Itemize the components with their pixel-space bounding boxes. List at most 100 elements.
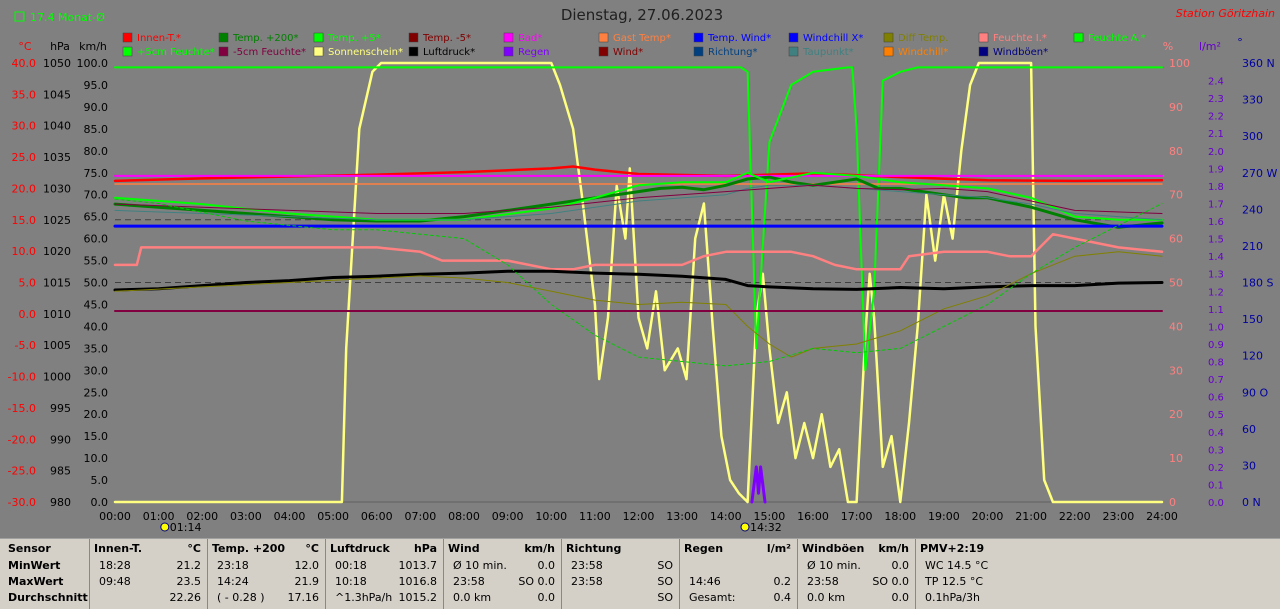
y-tick-label: 0.0: [1208, 498, 1224, 509]
legend-swatch[interactable]: [883, 46, 894, 57]
y-tick-label: 1.6: [1208, 217, 1224, 228]
table-header-unit: °C: [187, 542, 201, 555]
table-cell: 0.0: [537, 591, 556, 604]
y-tick-label: -15.0: [8, 402, 36, 415]
legend-label[interactable]: -5cm Feuchte*: [233, 47, 306, 58]
table-separator: [325, 539, 326, 609]
legend-swatch[interactable]: [218, 32, 229, 43]
y-tick-label: 270 W: [1242, 167, 1277, 180]
y-tick-label: 20: [1169, 408, 1183, 421]
y-tick-label: 80.0: [84, 145, 109, 158]
y-tick-label: 0.6: [1208, 393, 1224, 404]
y-tick-label: 40.0: [12, 57, 37, 70]
legend-label[interactable]: +5cm Feuchte*: [137, 47, 215, 58]
legend-swatch[interactable]: [978, 46, 989, 57]
legend-swatch[interactable]: [598, 32, 609, 43]
legend-label[interactable]: Feuchte A.*: [1088, 33, 1146, 44]
legend-label[interactable]: Windchill X*: [803, 33, 863, 44]
table-header-unit: km/h: [524, 542, 555, 555]
legend-label[interactable]: Diff Temp.: [898, 33, 948, 44]
y-tick-label: 60: [1242, 423, 1256, 436]
y-tick-label: 210: [1242, 240, 1263, 253]
legend-swatch[interactable]: [693, 32, 704, 43]
legend-label[interactable]: Taupunkt*: [802, 47, 854, 58]
legend-label[interactable]: Luftdruck*: [423, 47, 475, 58]
table-cell: SO 0.0: [872, 575, 909, 588]
legend-label[interactable]: Gast Temp*: [613, 33, 671, 44]
table-cell: 1013.7: [398, 559, 438, 572]
x-tick-label: 21:00: [1015, 510, 1047, 523]
legend-label[interactable]: Temp. +200*: [232, 33, 298, 44]
y-tick-label: 70.0: [84, 189, 109, 202]
table-header: Wind: [448, 542, 480, 555]
legend-swatch[interactable]: [788, 32, 799, 43]
legend-swatch[interactable]: [883, 32, 894, 43]
y-tick-label: 90.0: [84, 101, 109, 114]
x-tick-label: 11:00: [579, 510, 611, 523]
weather-chart: Dienstag, 27.06.2023 Station Göritzhain …: [8, 6, 1278, 534]
legend-label[interactable]: Feuchte I.*: [993, 33, 1047, 44]
y-tick-label: 300: [1242, 130, 1263, 143]
x-tick-label: 18:00: [884, 510, 916, 523]
table-header-unit: °C: [305, 542, 319, 555]
legend-swatch[interactable]: [313, 32, 324, 43]
legend-swatch[interactable]: [122, 32, 133, 43]
table-cell: 23:18: [217, 559, 249, 572]
legend-label[interactable]: Temp. +5*: [327, 33, 381, 44]
legend-label[interactable]: Richtung*: [708, 47, 758, 58]
y-tick-label: -5.0: [15, 339, 36, 352]
x-tick-label: 10:00: [535, 510, 567, 523]
x-tick-label: 16:00: [797, 510, 829, 523]
legend-label[interactable]: Wind*: [613, 47, 643, 58]
legend-label[interactable]: Sonnenschein*: [328, 47, 403, 58]
legend-label[interactable]: Bad*: [518, 33, 542, 44]
legend-swatch[interactable]: [313, 46, 324, 57]
y-tick-label: 0.0: [91, 496, 109, 509]
y-tick-label: 1.7: [1208, 199, 1224, 210]
y-tick-label: 1020: [43, 245, 71, 258]
y-tick-label: 980: [50, 496, 71, 509]
legend-swatch[interactable]: [218, 46, 229, 57]
y-tick-label: 85.0: [84, 123, 109, 136]
table-cell: 22.26: [169, 591, 202, 604]
legend-label[interactable]: Windchill*: [898, 47, 948, 58]
month-avg-box[interactable]: [14, 11, 25, 22]
y-tick-label: 35.0: [84, 342, 109, 355]
table-cell: TP 12.5 °C: [925, 575, 984, 588]
y-tick-label: 25.0: [84, 386, 109, 399]
legend-swatch[interactable]: [503, 46, 514, 57]
legend-swatch[interactable]: [598, 46, 609, 57]
table-cell: 0.0: [537, 559, 556, 572]
legend-swatch[interactable]: [408, 32, 419, 43]
x-tick-label: 01:00: [143, 510, 175, 523]
table-cell: 0.0: [891, 591, 910, 604]
legend-swatch[interactable]: [1073, 32, 1084, 43]
legend-swatch[interactable]: [408, 46, 419, 57]
x-tick-label: 09:00: [492, 510, 524, 523]
series-line-5: [113, 175, 1164, 229]
x-tick-label: 02:00: [186, 510, 218, 523]
legend-label[interactable]: Temp. -5*: [422, 33, 471, 44]
table-cell: 12.0: [294, 559, 320, 572]
sun-markers: 01:14 14:32: [160, 521, 782, 534]
y-tick-label: 100.0: [77, 57, 109, 70]
y-tick-label: 45.0: [84, 298, 109, 311]
legend-label[interactable]: Innen-T.*: [137, 33, 181, 44]
legend-swatch[interactable]: [503, 32, 514, 43]
legend-label[interactable]: Temp. Wind*: [707, 33, 771, 44]
legend-swatch[interactable]: [788, 46, 799, 57]
x-tick-label: 20:00: [972, 510, 1004, 523]
legend-swatch[interactable]: [693, 46, 704, 57]
y-tick-label: 10.0: [84, 452, 109, 465]
y-tick-label: 2.3: [1208, 94, 1224, 105]
table-cell: SO: [657, 591, 673, 604]
legend-swatch[interactable]: [978, 32, 989, 43]
legend-swatch[interactable]: [122, 46, 133, 57]
x-tick-label: 04:00: [274, 510, 306, 523]
y-tick-label: 5.0: [91, 474, 109, 487]
legend-label[interactable]: Windböen*: [993, 47, 1048, 58]
x-tick-label: 07:00: [405, 510, 437, 523]
legend-label[interactable]: Regen: [518, 47, 550, 58]
y-axes: 40.0 35.0 30.0 25.0 20.0 15.0 10.0 5.0 0.0 -5.0 -1…: [8, 57, 1278, 509]
table-cell: SO 0.0: [518, 575, 555, 588]
